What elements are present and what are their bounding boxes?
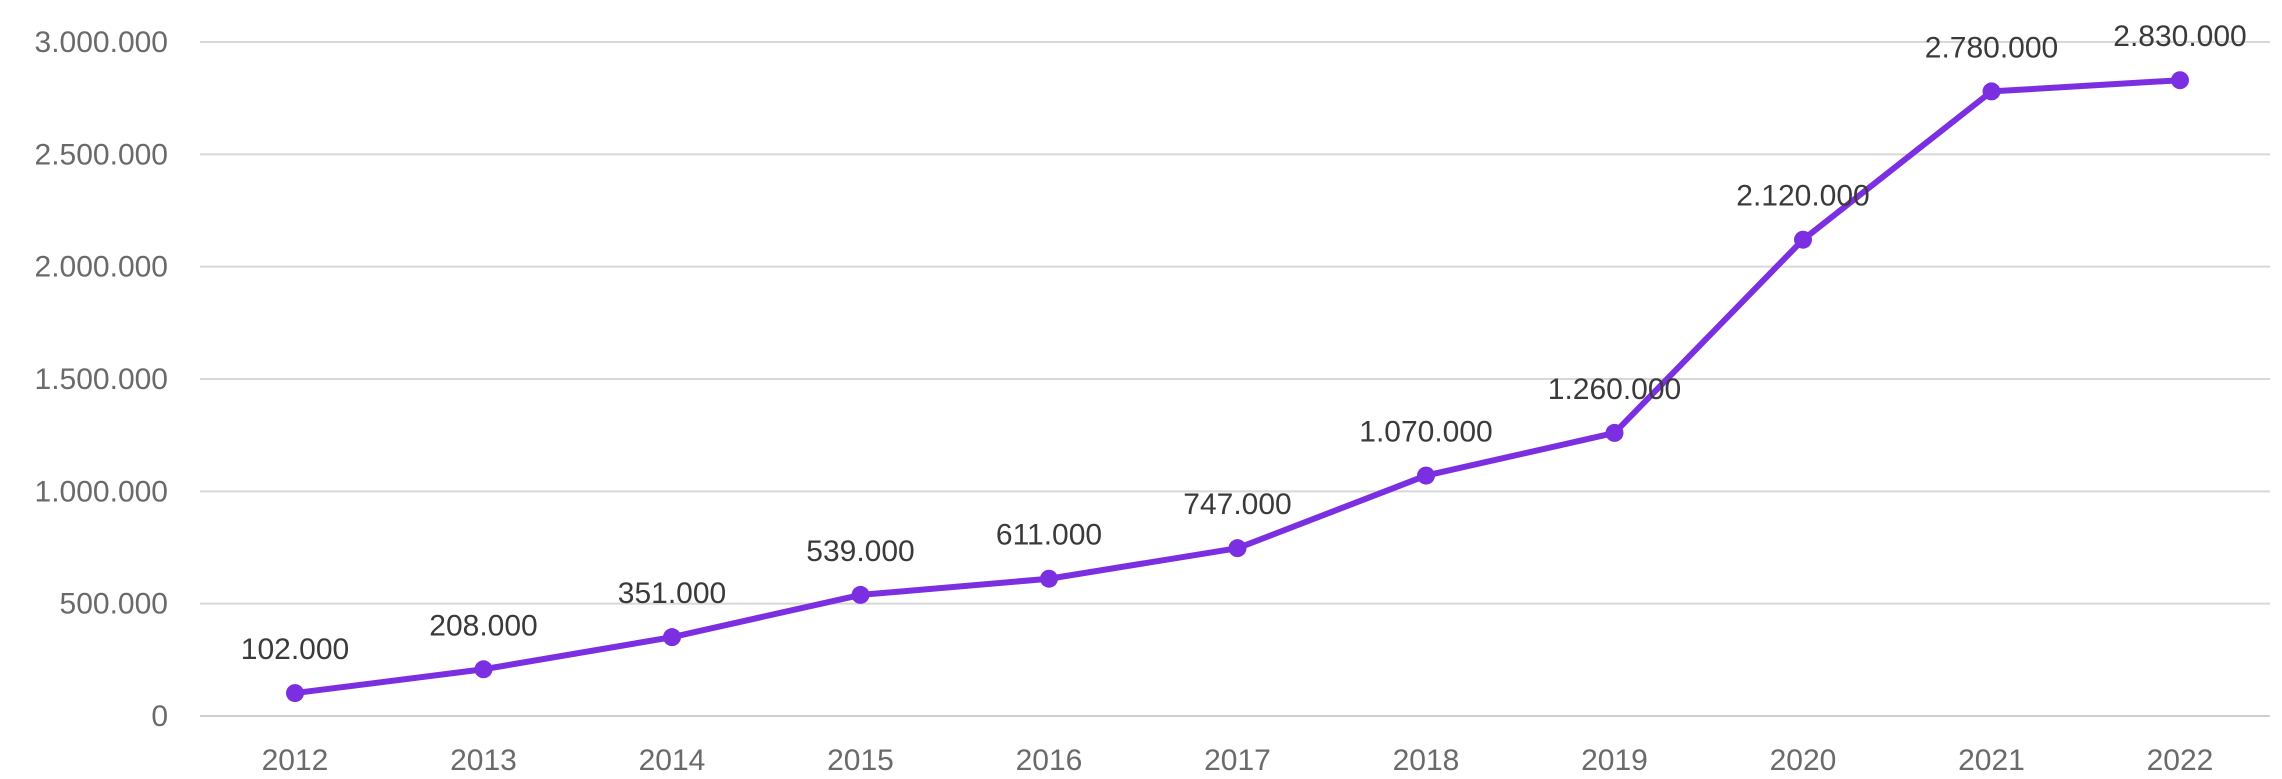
data-label: 539.000: [806, 535, 914, 568]
data-label: 351.000: [618, 577, 726, 610]
data-labels: 102.000 208.000 351.000 539.000 611.000 747.0…: [241, 20, 2247, 666]
gridlines: [200, 41, 2270, 717]
data-point: [851, 585, 870, 604]
data-point: [1228, 539, 1247, 558]
data-point: [474, 660, 493, 679]
y-tick-label: 2.500.000: [35, 138, 168, 171]
data-label: 1.070.000: [1359, 416, 1492, 449]
data-label: 2.780.000: [1925, 31, 2058, 64]
data-point: [1417, 466, 1435, 485]
data-points: [286, 71, 2189, 703]
x-tick-label: 2016: [1016, 744, 1083, 777]
x-tick-label: 2014: [639, 744, 706, 777]
data-point: [2171, 71, 2189, 90]
y-tick-label: 2.000.000: [35, 251, 168, 284]
x-tick-label: 2015: [827, 744, 894, 777]
data-point: [1605, 423, 1624, 442]
data-point: [286, 684, 304, 703]
data-point: [663, 628, 681, 647]
data-point: [1794, 230, 1812, 249]
x-tick-label: 2022: [2147, 744, 2214, 777]
data-label: 2.830.000: [2113, 20, 2246, 53]
series-line: [292, 77, 2183, 697]
y-tick-label: 1.000.000: [35, 475, 168, 508]
data-point: [1982, 82, 2001, 101]
x-tick-label: 2012: [262, 744, 329, 777]
data-label: 2.120.000: [1736, 180, 1869, 213]
data-label: 1.260.000: [1548, 373, 1681, 406]
y-tick-label: 0: [151, 700, 168, 733]
x-tick-label: 2021: [1958, 744, 2025, 777]
data-label: 747.000: [1183, 488, 1291, 521]
data-label: 102.000: [241, 633, 349, 666]
x-tick-label: 2018: [1393, 744, 1460, 777]
y-tick-label: 500.000: [60, 588, 168, 621]
x-tick-label: 2013: [450, 744, 517, 777]
data-label: 208.000: [429, 609, 537, 642]
x-tick-label: 2019: [1581, 744, 1648, 777]
y-tick-label: 1.500.000: [35, 363, 168, 396]
y-tick-label: 3.000.000: [35, 26, 168, 59]
y-axis-ticks: 0 500.000 1.000.000 1.500.000 2.000.000 2.500…: [35, 26, 168, 733]
x-axis-ticks: 2012 2013 2014 2015 2016 2017 2018 2019 2020 2021…: [262, 744, 2214, 777]
data-point: [1040, 569, 1058, 588]
x-tick-label: 2020: [1770, 744, 1837, 777]
x-tick-label: 2017: [1204, 744, 1271, 777]
data-label: 611.000: [996, 519, 1102, 552]
